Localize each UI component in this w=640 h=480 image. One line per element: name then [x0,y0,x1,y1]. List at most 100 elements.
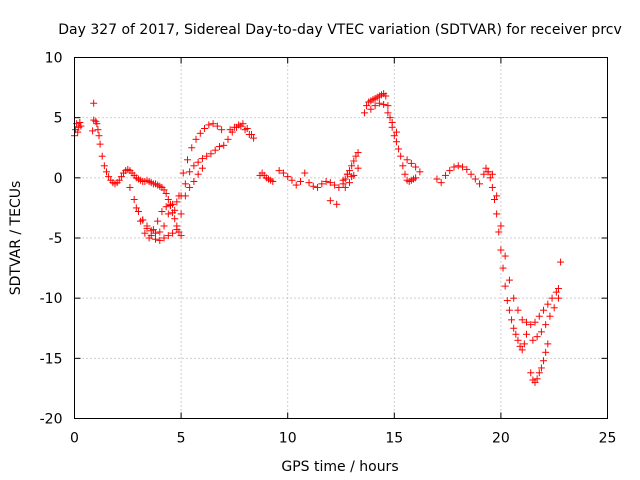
data-point [505,306,513,314]
y-tick-labels: 10 5 0 -5 -10 -15 -20 [40,51,63,428]
data-point [488,170,496,178]
data-point [535,312,543,320]
data-point [230,123,238,131]
data-point [390,132,398,140]
x-tick-labels: 0 5 10 15 20 25 [70,431,616,447]
data-point [181,180,189,188]
data-point [454,162,462,170]
data-point [156,228,164,236]
x-tick-label: 10 [279,431,297,447]
y-tick-label: 5 [54,111,63,127]
data-point [544,340,552,348]
data-point [486,174,494,182]
data-point [164,232,172,240]
data-point [537,364,545,372]
data-point [441,171,449,179]
y-axis-title: SDTVAR / TECUs [8,181,24,296]
data-point [384,102,392,110]
data-point [164,195,172,203]
data-point [346,167,354,175]
data-point [74,128,82,136]
data-point [149,226,157,234]
data-point [318,180,326,188]
data-point [164,210,172,218]
data-point [480,170,488,178]
data-point [186,183,194,191]
data-point [160,234,168,242]
data-point [350,171,358,179]
data-point [183,156,191,164]
data-point [279,169,287,177]
data-point [544,300,552,308]
data-point [514,336,522,344]
data-point [533,375,541,383]
data-point [416,168,424,176]
data-point [132,204,140,212]
data-point [512,330,520,338]
data-point [392,138,400,146]
data-point [98,152,106,160]
data-point [363,102,371,110]
data-point [352,152,360,160]
data-point [269,177,277,185]
data-point [158,208,166,216]
data-point [194,170,202,178]
data-point [459,163,467,171]
data-point [77,122,85,130]
data-point [160,186,168,194]
data-point [301,169,309,177]
data-point [557,258,565,266]
data-point [215,143,223,151]
data-point [296,177,304,185]
data-point [542,348,550,356]
data-point [510,294,518,302]
data-point [152,235,160,243]
data-point [350,157,358,165]
data-point [493,192,501,200]
data-point [95,132,103,140]
data-point [117,173,125,181]
y-tick-label: 0 [54,171,63,187]
data-point [546,312,554,320]
data-point [224,135,232,143]
data-point [288,176,296,184]
data-point [173,198,181,206]
data-point [497,246,505,254]
data-point [198,164,206,172]
data-point [331,181,339,189]
data-point [196,129,204,137]
data-point [501,282,509,290]
data-point [169,229,177,237]
data-point [326,197,334,205]
data-point [105,173,113,181]
data-point [309,182,317,190]
data-point [367,105,375,113]
data-point [314,183,322,191]
data-point [346,179,354,187]
x-tick-label: 5 [177,431,186,447]
data-point [527,321,535,329]
data-point [505,276,513,284]
data-point [154,217,162,225]
data-point [542,321,550,329]
data-point [275,167,283,175]
data-point [529,336,537,344]
data-point [211,146,219,154]
data-point [76,118,84,126]
data-points [71,90,565,386]
data-point [371,102,379,110]
data-point [177,210,185,218]
data-point [89,127,97,135]
data-point [437,179,445,187]
data-point [156,236,164,244]
data-point [126,183,134,191]
data-point [250,134,258,142]
data-point [226,126,234,134]
data-point [171,215,179,223]
data-point [399,162,407,170]
data-point [177,232,185,240]
data-point [171,206,179,214]
y-tick-label: 10 [45,51,63,67]
x-tick-label: 15 [385,431,403,447]
data-point [360,109,368,117]
